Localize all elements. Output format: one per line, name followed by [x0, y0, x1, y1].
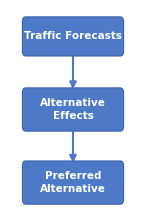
Text: Traffic Forecasts: Traffic Forecasts: [24, 31, 122, 41]
Text: Preferred
Alternative: Preferred Alternative: [40, 171, 106, 194]
FancyBboxPatch shape: [22, 161, 124, 204]
Text: Alternative
Effects: Alternative Effects: [40, 98, 106, 121]
FancyBboxPatch shape: [22, 88, 124, 131]
FancyBboxPatch shape: [22, 17, 124, 56]
